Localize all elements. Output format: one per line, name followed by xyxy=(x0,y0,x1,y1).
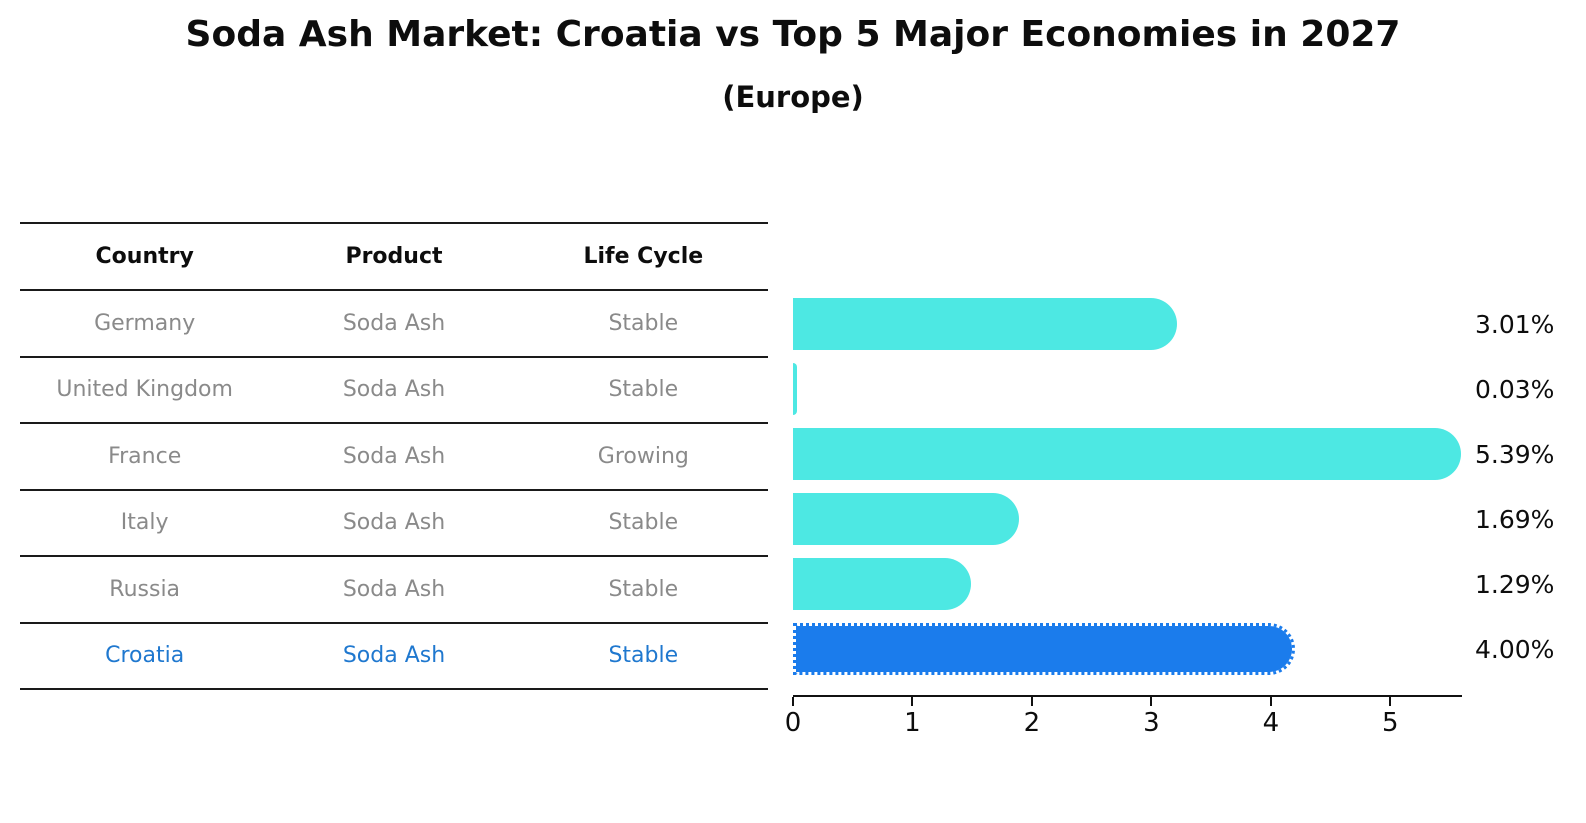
tick-label: 2 xyxy=(1023,708,1041,738)
value-label: 3.01% xyxy=(1475,309,1555,339)
cell-lifecycle: Stable xyxy=(608,576,679,602)
value-label: 5.39% xyxy=(1475,439,1555,469)
cell-product: Soda Ash xyxy=(342,443,446,469)
bar-row xyxy=(793,493,1462,545)
table-header-row: Country Product Life Cycle xyxy=(20,224,768,291)
tick-label: 3 xyxy=(1143,708,1160,738)
table-row: France Soda Ash Growing xyxy=(20,424,768,491)
page-subtitle: (Europe) xyxy=(722,80,864,114)
bar-germany xyxy=(793,298,1177,350)
x-axis-line xyxy=(793,695,1462,697)
bar-chart xyxy=(793,298,1462,678)
tick-label: 0 xyxy=(784,708,802,738)
bar-row xyxy=(793,428,1462,480)
tick-mark xyxy=(911,697,914,706)
value-label: 1.29% xyxy=(1475,569,1555,599)
value-label: 4.00% xyxy=(1475,634,1555,664)
tick-mark xyxy=(1030,697,1033,706)
value-label: 1.69% xyxy=(1475,504,1555,534)
cell-product: Soda Ash xyxy=(342,576,446,602)
cell-lifecycle: Stable xyxy=(608,377,679,403)
tick-mark xyxy=(1150,697,1153,706)
cell-country: Russia xyxy=(109,576,181,602)
cell-product: Soda Ash xyxy=(342,643,446,669)
bar-croatia xyxy=(793,623,1295,675)
table-row: Russia Soda Ash Stable xyxy=(20,557,768,624)
cell-country: France xyxy=(108,443,182,469)
bar-russia xyxy=(793,558,972,610)
cell-lifecycle: Stable xyxy=(608,510,679,536)
column-header-product: Product xyxy=(345,244,443,269)
table-row: United Kingdom Soda Ash Stable xyxy=(20,358,768,424)
cell-product: Soda Ash xyxy=(342,310,446,336)
cell-product: Soda Ash xyxy=(342,510,446,536)
cell-country: Germany xyxy=(94,310,196,336)
cell-country: Italy xyxy=(120,510,169,536)
bar-row xyxy=(793,363,1462,415)
table-row: Croatia Soda Ash Stable xyxy=(20,624,768,690)
tick-label: 5 xyxy=(1382,708,1399,738)
cell-country: United Kingdom xyxy=(56,377,233,403)
cell-product: Soda Ash xyxy=(342,377,446,403)
bar-italy xyxy=(793,493,1019,545)
cell-lifecycle: Growing xyxy=(597,443,689,469)
tick-mark xyxy=(1269,697,1272,706)
comparison-table: Country Product Life Cycle Germany Soda … xyxy=(20,222,768,690)
cell-country: Croatia xyxy=(105,643,185,669)
tick-mark xyxy=(792,697,794,706)
bar-row xyxy=(793,298,1462,350)
tick-mark xyxy=(1389,697,1392,706)
column-header-country: Country xyxy=(95,244,194,269)
column-header-lifecycle: Life Cycle xyxy=(583,244,704,269)
bar-row xyxy=(793,623,1462,675)
table-row: Italy Soda Ash Stable xyxy=(20,491,768,557)
table-row: Germany Soda Ash Stable xyxy=(20,291,768,358)
value-label: 0.03% xyxy=(1475,374,1555,404)
tick-label: 4 xyxy=(1262,708,1280,738)
cell-lifecycle: Stable xyxy=(608,310,679,336)
cell-lifecycle: Stable xyxy=(608,643,679,669)
x-axis: 0 1 2 3 4 5 xyxy=(785,695,1462,738)
page-title: Soda Ash Market: Croatia vs Top 5 Major … xyxy=(185,14,1401,55)
tick-label: 1 xyxy=(904,708,921,738)
bar-row xyxy=(793,558,1462,610)
bar-france xyxy=(793,428,1461,480)
bar-united-kingdom xyxy=(793,363,797,415)
